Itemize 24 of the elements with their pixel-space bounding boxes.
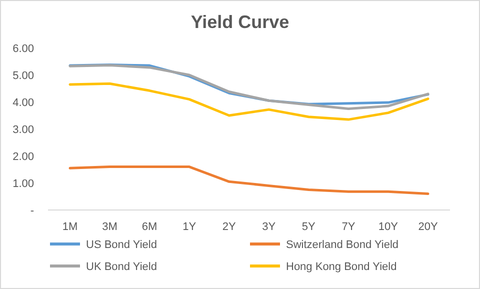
- legend-label: UK Bond Yield: [86, 260, 157, 273]
- line-series: [68, 82, 430, 121]
- x-tick-label: 3M: [102, 221, 118, 233]
- legend-label: US Bond Yield: [86, 238, 157, 251]
- x-tick-label: 6M: [142, 221, 158, 233]
- x-tick-label: 10Y: [378, 221, 399, 233]
- y-tick-label: 5.00: [12, 70, 34, 82]
- x-tick-label: 2Y: [222, 221, 236, 233]
- x-tick-label: 20Y: [418, 221, 438, 233]
- legend-label: Switzerland Bond Yield: [286, 238, 399, 251]
- legend-label: Hong Kong Bond Yield: [286, 260, 397, 273]
- y-tick-label: 2.00: [12, 150, 34, 163]
- x-tick-label: 3Y: [262, 221, 276, 233]
- x-tick-label: 7Y: [342, 221, 356, 233]
- y-tick-label: 6.00: [12, 42, 34, 55]
- y-tick-label: 1.00: [12, 178, 34, 190]
- x-tick-label: 1Y: [182, 221, 197, 233]
- y-tick-label: 4.00: [12, 96, 34, 109]
- y-tick-label: -: [30, 204, 34, 217]
- line-series: [68, 166, 430, 196]
- chart-title: Yield Curve: [190, 12, 290, 32]
- x-tick-label: 5Y: [302, 221, 316, 233]
- y-tick-label: 3.00: [12, 124, 34, 136]
- x-tick-label: 1M: [62, 221, 78, 233]
